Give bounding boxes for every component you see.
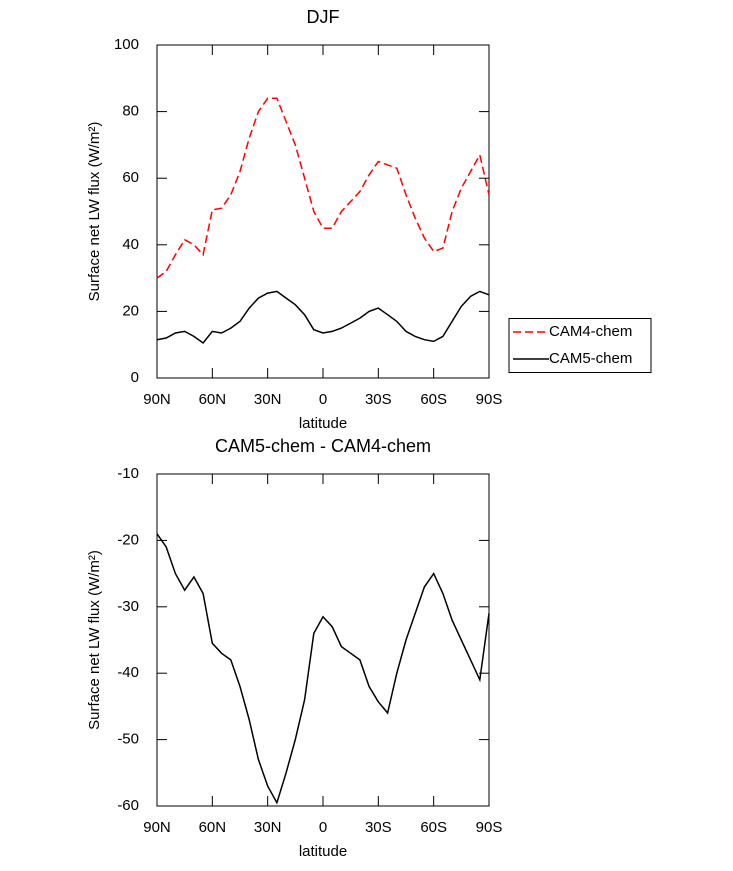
- x-tick-label: 30N: [254, 391, 282, 408]
- x-tick-label: 60N: [199, 391, 227, 408]
- y-tick-label: -60: [117, 797, 139, 814]
- y-tick-label: 80: [122, 103, 139, 120]
- data-line: [156, 533, 490, 805]
- x-tick-label: 30S: [365, 819, 392, 836]
- plot-frame: [156, 473, 490, 807]
- chart-title: DJF: [307, 7, 340, 27]
- y-tick-label: -30: [117, 598, 139, 615]
- y-tick-label: -10: [117, 465, 139, 482]
- y-tick-label: 0: [131, 369, 139, 386]
- y-tick-label: -40: [117, 664, 139, 681]
- y-tick-label: 60: [122, 169, 139, 186]
- y-tick-label: 40: [122, 236, 139, 253]
- x-tick-label: 60S: [420, 819, 447, 836]
- x-tick-label: 30N: [254, 819, 282, 836]
- chart-title: CAM5-chem - CAM4-chem: [215, 436, 431, 456]
- x-tick-label: 60S: [420, 391, 447, 408]
- y-tick-label: -20: [117, 531, 139, 548]
- x-tick-label: 0: [319, 819, 327, 836]
- legend-box: [508, 318, 652, 373]
- y-axis-label: Surface net LW flux (W/m²): [86, 550, 103, 730]
- x-tick-label: 90S: [476, 819, 503, 836]
- x-axis-label: latitude: [299, 415, 347, 432]
- y-tick-label: 100: [114, 36, 139, 53]
- x-tick-label: 90S: [476, 391, 503, 408]
- x-tick-label: 60N: [199, 819, 227, 836]
- data-line: [156, 97, 490, 279]
- x-tick-label: 90N: [143, 819, 171, 836]
- legend-label: CAM4-chem: [549, 323, 632, 340]
- y-tick-label: 20: [122, 302, 139, 319]
- data-line: [156, 290, 490, 345]
- x-axis-label: latitude: [299, 843, 347, 860]
- y-axis-label: Surface net LW flux (W/m²): [86, 122, 103, 302]
- y-tick-label: -50: [117, 731, 139, 748]
- x-tick-label: 90N: [143, 391, 171, 408]
- x-tick-label: 30S: [365, 391, 392, 408]
- legend-label: CAM5-chem: [549, 350, 632, 367]
- plot-frame: [156, 44, 490, 379]
- x-tick-label: 0: [319, 391, 327, 408]
